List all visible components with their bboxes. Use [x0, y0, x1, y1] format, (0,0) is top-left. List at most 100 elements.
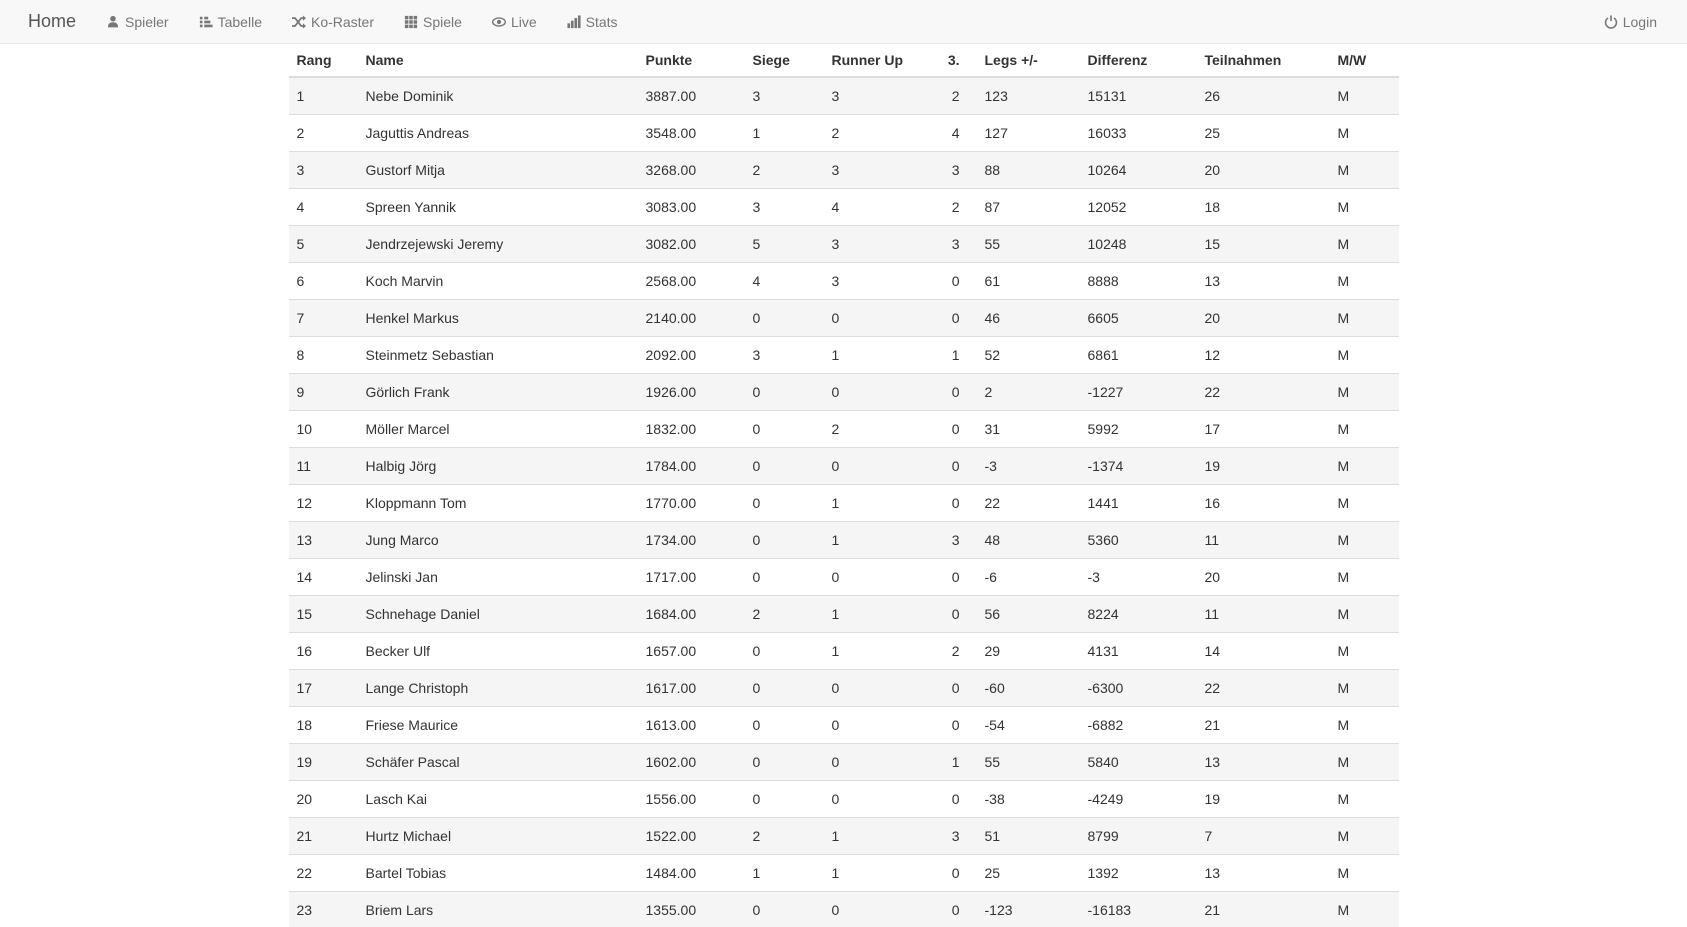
navbar: Home Spieler Tabelle: [0, 0, 1687, 44]
cell-differenz: 10264: [1079, 151, 1197, 189]
nav-item-spieler[interactable]: Spieler: [91, 0, 184, 43]
table-row: 2 Jaguttis Andreas 3548.00 1 2 4 127 16033 25 M: [288, 114, 1399, 152]
table-list-icon: [199, 16, 213, 27]
cell-legs: 25: [976, 854, 1080, 892]
cell-differenz: 16033: [1079, 114, 1197, 152]
cell-dritte: 0: [909, 595, 977, 633]
cell-dritte: 2: [909, 188, 977, 226]
cell-siege: 5: [744, 225, 824, 263]
nav-item-live[interactable]: Live: [477, 0, 552, 43]
cell-teilnahmen: 18: [1196, 188, 1330, 226]
cell-rang: 23: [288, 891, 358, 927]
nav-item-tabelle[interactable]: Tabelle: [184, 0, 277, 43]
cell-rang: 13: [288, 521, 358, 559]
cell-dritte: 1: [909, 336, 977, 374]
cell-name: Steinmetz Sebastian: [357, 336, 638, 374]
table-row: 5 Jendrzejewski Jeremy 3082.00 5 3 3 55 10248 15…: [288, 225, 1399, 263]
cell-mw: M: [1329, 447, 1399, 485]
cell-name: Gustorf Mitja: [357, 151, 638, 189]
cell-teilnahmen: 11: [1196, 595, 1330, 633]
nav-item-label: Tabelle: [217, 13, 262, 30]
cell-rang: 12: [288, 484, 358, 522]
cell-name: Schnehage Daniel: [357, 595, 638, 633]
cell-mw: M: [1329, 558, 1399, 596]
cell-legs: 29: [976, 632, 1080, 670]
nav-item-stats[interactable]: Stats: [552, 0, 633, 43]
cell-rang: 20: [288, 780, 358, 818]
col-header-dritte: 3.: [909, 44, 977, 78]
cell-name: Nebe Dominik: [357, 76, 638, 115]
cell-differenz: -1374: [1079, 447, 1197, 485]
cell-runner-up: 3: [823, 76, 910, 115]
cell-dritte: 0: [909, 891, 977, 927]
cell-runner-up: 1: [823, 336, 910, 374]
cell-differenz: 1392: [1079, 854, 1197, 892]
cell-siege: 0: [744, 632, 824, 670]
cell-punkte: 3083.00: [637, 188, 745, 226]
cell-name: Hurtz Michael: [357, 817, 638, 855]
table-row: 22 Bartel Tobias 1484.00 1 1 0 25 1392 13 M: [288, 854, 1399, 892]
cell-siege: 3: [744, 336, 824, 374]
brand-home[interactable]: Home: [28, 11, 77, 31]
table-row: 12 Kloppmann Tom 1770.00 0 1 0 22 1441 16 M: [288, 484, 1399, 522]
table-row: 4 Spreen Yannik 3083.00 3 4 2 87 12052 18 M: [288, 188, 1399, 226]
col-header-punkte: Punkte: [637, 44, 745, 78]
cell-runner-up: 4: [823, 188, 910, 226]
col-header-teilnahmen: Teilnahmen: [1196, 44, 1330, 78]
cell-rang: 8: [288, 336, 358, 374]
cell-mw: M: [1329, 743, 1399, 781]
nav-item-ko-raster[interactable]: Ko-Raster: [277, 0, 389, 43]
table-row: 14 Jelinski Jan 1717.00 0 0 0 -6 -3 20 M: [288, 558, 1399, 596]
cell-punkte: 1613.00: [637, 706, 745, 744]
cell-runner-up: 0: [823, 891, 910, 927]
cell-runner-up: 0: [823, 669, 910, 707]
main-content: Rang Name Punkte Siege Runner Up 3. Legs…: [274, 44, 1414, 927]
grid-icon: [404, 15, 418, 28]
table-row: 7 Henkel Markus 2140.00 0 0 0 46 6605 20 M: [288, 299, 1399, 337]
nav-item-login[interactable]: Login: [1589, 0, 1672, 43]
cell-runner-up: 0: [823, 447, 910, 485]
cell-legs: 2: [976, 373, 1080, 411]
eye-icon: [491, 16, 506, 27]
cell-mw: M: [1329, 521, 1399, 559]
cell-rang: 17: [288, 669, 358, 707]
cell-runner-up: 2: [823, 114, 910, 152]
cell-dritte: 3: [909, 817, 977, 855]
cell-legs: -123: [976, 891, 1080, 927]
cell-teilnahmen: 7: [1196, 817, 1330, 855]
cell-rang: 7: [288, 299, 358, 337]
cell-runner-up: 1: [823, 632, 910, 670]
cell-name: Bartel Tobias: [357, 854, 638, 892]
power-icon: [1604, 14, 1617, 29]
cell-siege: 2: [744, 151, 824, 189]
cell-teilnahmen: 19: [1196, 447, 1330, 485]
cell-runner-up: 1: [823, 521, 910, 559]
cell-mw: M: [1329, 188, 1399, 226]
cell-differenz: 4131: [1079, 632, 1197, 670]
table-row: 20 Lasch Kai 1556.00 0 0 0 -38 -4249 19 M: [288, 780, 1399, 818]
cell-punkte: 1556.00: [637, 780, 745, 818]
cell-siege: 3: [744, 76, 824, 115]
col-header-mw: M/W: [1329, 44, 1399, 78]
cell-siege: 4: [744, 262, 824, 300]
table-row: 8 Steinmetz Sebastian 2092.00 3 1 1 52 6861 12 M: [288, 336, 1399, 374]
cell-runner-up: 0: [823, 373, 910, 411]
cell-punkte: 1522.00: [637, 817, 745, 855]
col-header-name: Name: [357, 44, 638, 78]
cell-mw: M: [1329, 336, 1399, 374]
nav-item-spiele[interactable]: Spiele: [389, 0, 477, 43]
cell-teilnahmen: 19: [1196, 780, 1330, 818]
cell-teilnahmen: 13: [1196, 743, 1330, 781]
table-row: 13 Jung Marco 1734.00 0 1 3 48 5360 11 M: [288, 521, 1399, 559]
cell-punkte: 1602.00: [637, 743, 745, 781]
cell-mw: M: [1329, 817, 1399, 855]
cell-punkte: 3082.00: [637, 225, 745, 263]
cell-legs: 22: [976, 484, 1080, 522]
cell-runner-up: 0: [823, 780, 910, 818]
cell-differenz: 8224: [1079, 595, 1197, 633]
cell-teilnahmen: 22: [1196, 373, 1330, 411]
cell-punkte: 1657.00: [637, 632, 745, 670]
cell-rang: 16: [288, 632, 358, 670]
cell-siege: 0: [744, 669, 824, 707]
cell-siege: 2: [744, 817, 824, 855]
